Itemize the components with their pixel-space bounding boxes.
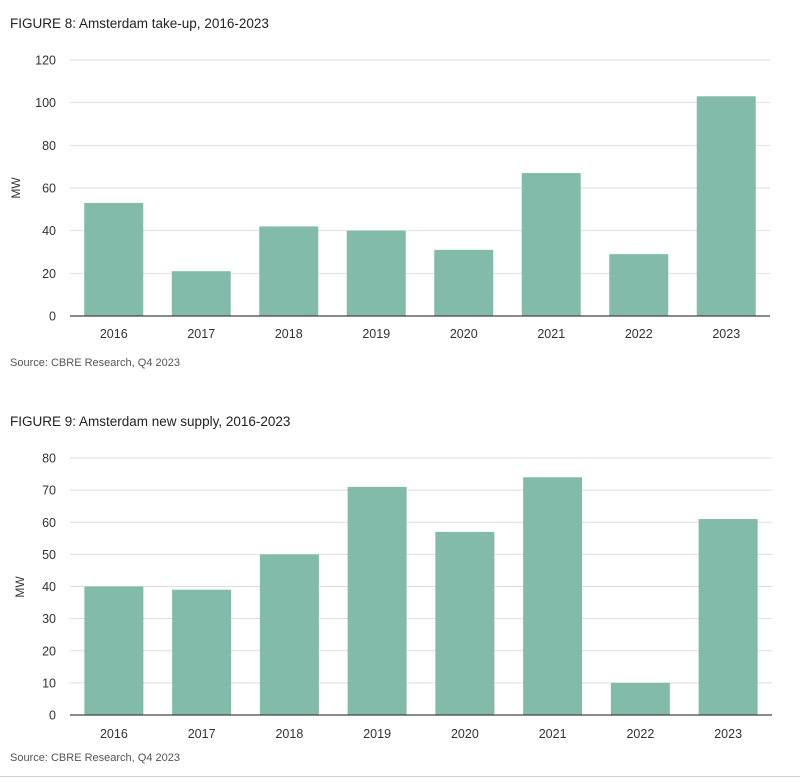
y-tick-label: 50 [42,548,56,562]
bar-2017 [172,589,232,715]
x-tick-label: 2019 [363,727,391,741]
y-tick-label: 40 [42,224,56,238]
y-tick-label: 70 [42,484,56,498]
x-tick-label: 2018 [275,727,303,741]
bar-2022 [609,254,669,316]
bar-2018 [259,554,319,715]
x-tick-label: 2023 [714,727,742,741]
x-tick-label: 2016 [100,327,128,341]
y-tick-label: 0 [49,310,56,324]
bar-2022 [610,682,670,715]
x-tick-label: 2020 [450,327,478,341]
y-tick-label: 80 [42,139,56,153]
figure-9-title: FIGURE 9: Amsterdam new supply, 2016-202… [10,414,291,429]
x-tick-label: 2019 [362,327,390,341]
figure-8-chart: 0 20 40 60 80 100 120 2016 2017 2018 2019 2020 2021 2… [9,54,770,341]
figure-8-source: Source: CBRE Research, Q4 2023 [10,357,180,369]
x-tick-label: 2021 [539,727,567,741]
y-tick-label: 60 [42,182,56,196]
y-tick-label: 60 [42,516,56,530]
bar-2016 [84,202,144,316]
bar-2019 [347,486,407,715]
x-tick-label: 2023 [712,327,740,341]
y-axis-label: MW [9,177,23,199]
y-tick-label: 40 [42,580,56,594]
y-tick-label: 120 [35,54,56,68]
x-tick-label: 2022 [626,727,654,741]
x-tick-label: 2017 [188,727,216,741]
figure-9-source: Source: CBRE Research, Q4 2023 [10,752,180,764]
x-tick-label: 2017 [187,327,215,341]
y-tick-label: 30 [42,612,56,626]
y-tick-label: 100 [35,96,56,110]
x-tick-label: 2022 [625,327,653,341]
y-tick-label: 10 [42,676,56,690]
bar-2019 [346,230,406,316]
bar-2018 [259,226,319,316]
bar-2023 [696,96,756,317]
bottom-divider [0,776,800,777]
bar-2021 [523,477,583,715]
y-tick-label: 20 [42,644,56,658]
y-tick-label: 80 [42,452,56,466]
bar-2021 [521,173,581,316]
y-tick-label: 20 [42,267,56,281]
x-tick-label: 2016 [100,727,128,741]
y-tick-label: 0 [49,709,56,723]
x-tick-label: 2021 [537,327,565,341]
bar-2020 [434,249,494,316]
figure-8-title: FIGURE 8: Amsterdam take-up, 2016-2023 [10,16,269,31]
x-tick-label: 2018 [275,327,303,341]
x-tick-label: 2020 [451,727,479,741]
y-axis-label: MW [13,576,27,598]
bar-2023 [698,519,758,715]
bar-2020 [435,531,495,715]
bar-2017 [171,271,231,316]
bar-2016 [84,586,144,715]
